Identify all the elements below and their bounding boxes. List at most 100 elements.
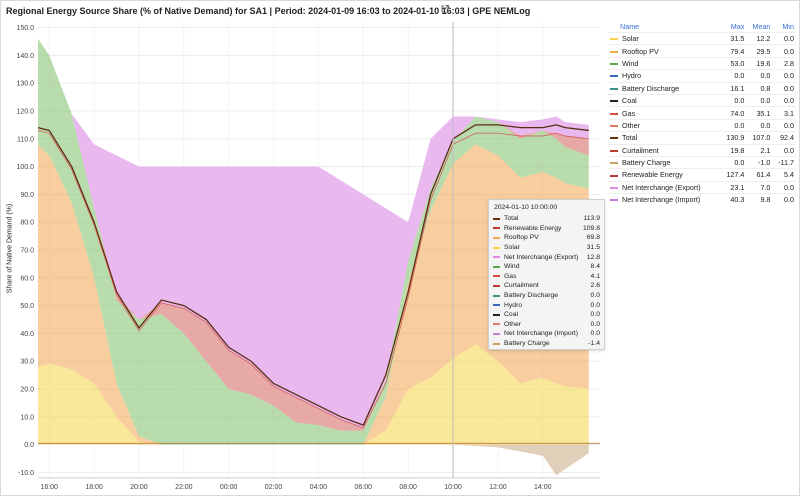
legend-row[interactable]: Total 130.9 107.0 92.4 [608,131,796,145]
legend-max-value: 19.8 [720,143,747,157]
legend-label: Rooftop PV [622,46,659,56]
legend-series-name[interactable]: Solar [608,31,721,45]
legend-swatch [610,125,618,128]
legend-row[interactable]: Coal 0.0 0.0 0.0 [608,93,796,107]
legend-header-mean[interactable]: Mean [752,21,771,31]
legend-label: Other [622,120,640,130]
legend-min-value: 92.4 [772,131,796,145]
legend-row[interactable]: Other 0.0 0.0 0.0 [608,118,796,132]
legend-min-value: 0.0 [772,44,796,58]
legend-series-name[interactable]: Curtailment [608,143,721,157]
legend-series-name[interactable]: Rooftop PV [608,44,721,58]
x-tick-label: 00:00 [220,484,238,491]
tooltip-row: Total 113.9 [489,214,604,224]
tooltip-swatch [493,275,500,278]
legend-row[interactable]: Curtailment 19.8 2.1 0.0 [608,143,796,157]
legend-series-name[interactable]: Other [608,118,721,132]
legend-row[interactable]: Wind 53.0 19.6 2.8 [608,56,796,70]
legend-row[interactable]: Solar 31.5 12.2 0.0 [608,31,796,45]
legend-max-value: 53.0 [720,56,747,70]
legend-min-value: 0.0 [772,180,796,194]
legend-label: Net Interchange (Export) [622,182,701,192]
series-area-battery-charge [453,444,589,476]
y-tick-label: 130.0 [16,81,34,88]
tooltip-label: Rooftop PV [504,234,539,242]
legend-row[interactable]: Battery Discharge 16.1 0.8 0.0 [608,81,796,95]
legend-mean-value: 0.8 [746,81,773,95]
legend-series-name[interactable]: Hydro [608,69,721,83]
tooltip-swatch [493,284,500,287]
x-tick-label: 20:00 [130,484,148,491]
external-link-icon[interactable] [440,4,450,14]
legend-min-value: -11.7 [772,155,796,169]
legend-swatch [610,186,618,189]
legend-max-value: 0.0 [720,118,747,132]
legend-row[interactable]: Net Interchange (Export) 23.1 7.0 0.0 [608,180,796,194]
legend-min-value: 0.0 [772,81,796,95]
tooltip-swatch [493,246,500,249]
legend-header-max[interactable]: Max [730,21,745,31]
legend-min-value: 0.0 [772,193,796,206]
legend-series-name[interactable]: Battery Charge [608,155,721,169]
tooltip-label: Coal [504,311,518,319]
tooltip-row: Solar 31.5 [489,243,604,253]
legend-min-value: 0.0 [772,143,796,157]
legend-label: Solar [622,34,639,44]
tooltip-row: Battery Discharge 0.0 [489,291,604,301]
x-tick-label: 22:00 [175,484,193,491]
y-tick-label: 30.0 [20,359,34,366]
y-tick-label: 80.0 [20,220,34,227]
tooltip-value: 31.5 [586,244,600,252]
y-tick-label: 60.0 [20,275,34,282]
legend-row[interactable]: Hydro 0.0 0.0 0.0 [608,69,796,83]
legend-series-name[interactable]: Net Interchange (Export) [608,180,721,194]
legend-row[interactable]: Net Interchange (Import) 40.3 9.8 0.0 [608,193,796,206]
legend-swatch [610,199,618,202]
legend-series-name[interactable]: Gas [608,106,721,120]
hover-tooltip: 2024-01-10 10:00:00 Total 113.9 Renewable … [488,199,605,350]
y-tick-label: 150.0 [16,25,34,32]
tooltip-label: Wind [504,263,520,271]
legend-label: Renewable Energy [622,170,683,180]
legend-series-name[interactable]: Net Interchange (Import) [608,193,721,206]
legend-series-name[interactable]: Coal [608,93,721,107]
tooltip-swatch [493,342,500,345]
legend-max-value: 16.1 [720,81,747,95]
tooltip-label: Hydro [504,301,523,309]
y-tick-label: 0.0 [24,442,34,449]
y-tick-label: 100.0 [16,164,34,171]
legend-row[interactable]: Rooftop PV 79.4 29.5 0.0 [608,44,796,58]
tooltip-value: 113.9 [583,215,600,223]
tooltip-row: Gas 4.1 [489,272,604,282]
legend-label: Wind [622,58,639,68]
legend-min-value: 3.1 [772,106,796,120]
legend-mean-value: 29.5 [746,44,773,58]
legend-swatch [610,100,618,103]
legend-mean-value: 61.4 [746,168,773,182]
tooltip-row: Coal 0.0 [489,310,604,320]
legend-table: Name Max Mean Min Solar 31.5 12.2 0.0 Roofto… [608,20,796,206]
legend-mean-value: 2.1 [746,143,773,157]
legend-series-name[interactable]: Total [608,131,721,145]
series-area-wind [38,38,589,445]
legend-min-value: 0.0 [772,31,796,45]
legend-series-name[interactable]: Battery Discharge [608,81,721,95]
tooltip-value: 8.4 [590,263,600,271]
legend-series-name[interactable]: Wind [608,56,721,70]
legend-mean-value: 107.0 [746,131,773,145]
legend-min-value: 0.0 [772,93,796,107]
legend-row[interactable]: Battery Charge 0.0 -1.0 -11.7 [608,155,796,169]
legend-series-name[interactable]: Renewable Energy [608,168,721,182]
x-tick-label: 02:00 [265,484,283,491]
tooltip-title: 2024-01-10 10:00:00 [494,204,558,211]
legend-mean-value: 12.2 [746,31,773,45]
legend-label: Coal [622,96,637,106]
legend-row[interactable]: Gas 74.0 35.1 3.1 [608,106,796,120]
legend-header-min[interactable]: Min [782,21,794,31]
tooltip-row: Rooftop PV 69.8 [489,233,604,243]
legend-row[interactable]: Renewable Energy 127.4 61.4 5.4 [608,168,796,182]
legend-header-name[interactable]: Name [620,21,640,31]
legend-min-value: 5.4 [772,168,796,182]
x-tick-label: 16:00 [40,484,58,491]
